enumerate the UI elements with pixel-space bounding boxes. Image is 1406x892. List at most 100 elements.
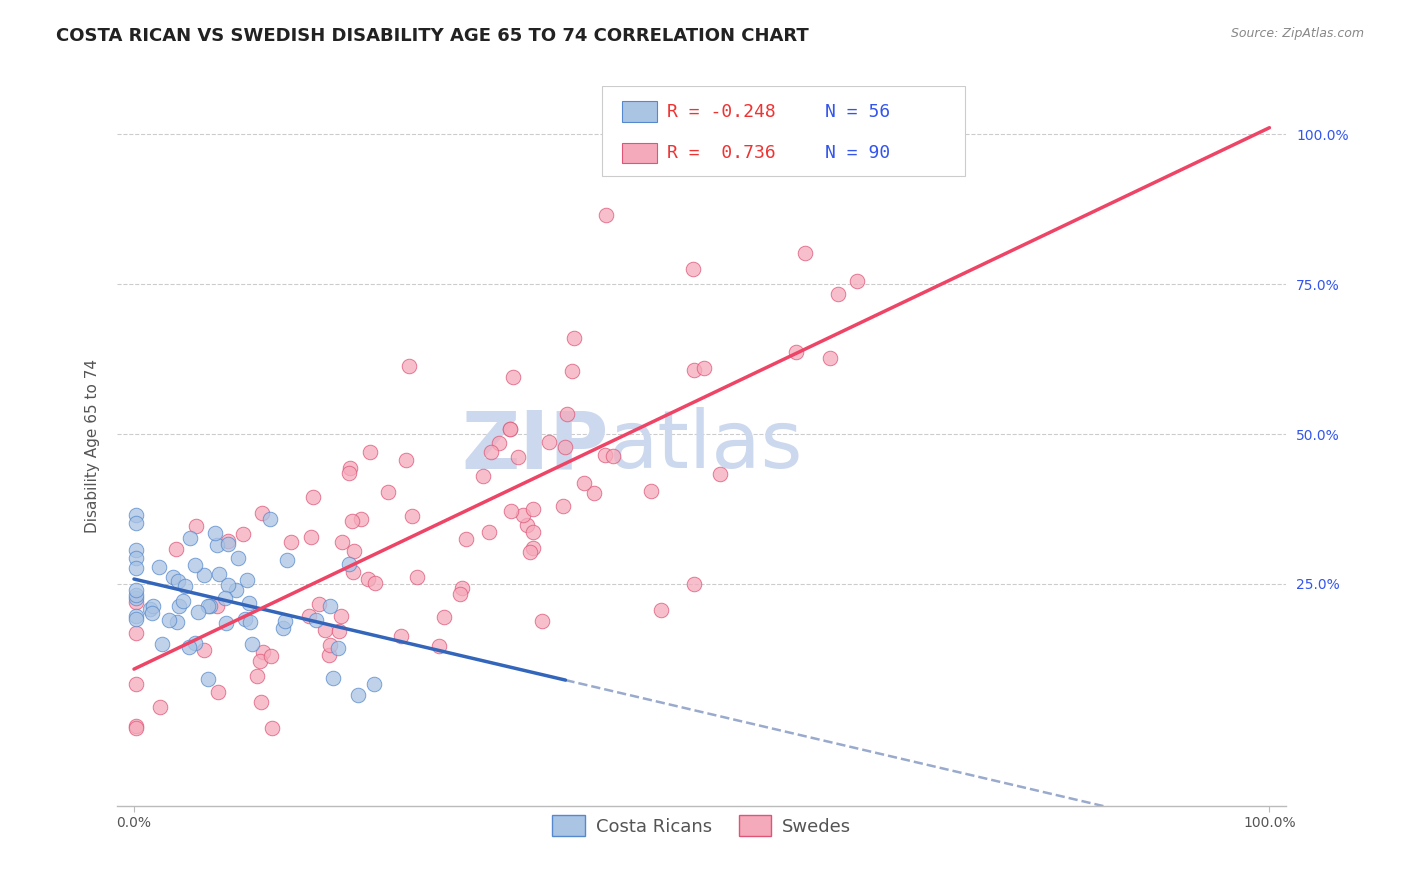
- Point: [522, 525, 544, 540]
- Point: [328, 624, 350, 638]
- Point: [530, 615, 553, 629]
- Point: [239, 615, 262, 629]
- Point: [125, 721, 148, 735]
- Point: [193, 567, 215, 582]
- Point: [508, 450, 530, 465]
- Point: [148, 560, 170, 574]
- Point: [499, 504, 522, 518]
- Point: [259, 512, 281, 526]
- Point: [225, 582, 247, 597]
- Point: [177, 640, 200, 654]
- Point: [478, 524, 501, 539]
- Point: [233, 612, 256, 626]
- Point: [314, 624, 336, 638]
- Point: [574, 476, 596, 491]
- Text: Source: ZipAtlas.com: Source: ZipAtlas.com: [1230, 27, 1364, 40]
- Point: [232, 527, 254, 541]
- Point: [682, 261, 704, 276]
- Point: [204, 526, 226, 541]
- Point: [179, 532, 201, 546]
- Point: [197, 599, 219, 613]
- Point: [205, 599, 228, 614]
- Point: [499, 422, 522, 436]
- Point: [427, 639, 450, 653]
- Point: [337, 557, 360, 571]
- Point: [276, 553, 298, 567]
- Point: [522, 541, 544, 555]
- Point: [318, 648, 340, 662]
- Point: [516, 518, 538, 533]
- Point: [205, 538, 228, 552]
- Point: [709, 467, 731, 482]
- Point: [793, 246, 815, 260]
- Point: [337, 467, 360, 481]
- Point: [125, 588, 148, 602]
- Point: [302, 490, 325, 504]
- Bar: [623, 144, 657, 163]
- Point: [125, 719, 148, 733]
- Point: [280, 535, 302, 549]
- Point: [319, 638, 342, 652]
- Point: [389, 629, 412, 643]
- Point: [846, 274, 869, 288]
- FancyBboxPatch shape: [602, 87, 965, 177]
- Point: [456, 532, 478, 546]
- Point: [125, 608, 148, 623]
- Text: atlas: atlas: [609, 407, 803, 485]
- Point: [561, 363, 583, 377]
- Point: [238, 596, 260, 610]
- Point: [350, 512, 373, 526]
- Point: [183, 558, 205, 572]
- Point: [364, 576, 387, 591]
- Point: [555, 407, 578, 421]
- Point: [125, 516, 148, 530]
- Legend: Costa Ricans, Swedes: Costa Ricans, Swedes: [546, 808, 859, 844]
- Point: [406, 570, 429, 584]
- Point: [274, 614, 297, 628]
- Text: COSTA RICAN VS SWEDISH DISABILITY AGE 65 TO 74 CORRELATION CHART: COSTA RICAN VS SWEDISH DISABILITY AGE 65…: [56, 27, 808, 45]
- Point: [433, 610, 456, 624]
- Point: [162, 569, 184, 583]
- Point: [818, 351, 841, 366]
- Point: [271, 621, 294, 635]
- Point: [318, 599, 340, 613]
- Point: [299, 530, 322, 544]
- Point: [785, 345, 807, 359]
- Point: [249, 695, 271, 709]
- Point: [214, 591, 236, 605]
- Point: [340, 514, 363, 528]
- Point: [207, 685, 229, 699]
- Point: [138, 601, 160, 615]
- Point: [827, 286, 849, 301]
- Point: [582, 485, 605, 500]
- Point: [488, 436, 510, 450]
- Text: R = -0.248: R = -0.248: [666, 103, 775, 120]
- Point: [395, 453, 418, 467]
- Point: [187, 605, 209, 619]
- Point: [363, 677, 385, 691]
- Point: [157, 613, 180, 627]
- Point: [125, 543, 148, 558]
- Y-axis label: Disability Age 65 to 74: Disability Age 65 to 74: [86, 359, 100, 533]
- Point: [398, 359, 420, 373]
- Point: [125, 677, 148, 691]
- Point: [595, 208, 617, 222]
- Point: [125, 582, 148, 597]
- Point: [165, 542, 187, 557]
- Point: [308, 597, 330, 611]
- Point: [125, 551, 148, 566]
- Point: [640, 483, 662, 498]
- Point: [184, 519, 207, 533]
- Point: [167, 599, 190, 613]
- Point: [149, 700, 172, 714]
- Point: [200, 599, 222, 613]
- Point: [208, 566, 231, 581]
- Text: ZIP: ZIP: [461, 407, 609, 485]
- Point: [262, 721, 284, 735]
- Point: [449, 587, 471, 601]
- Point: [250, 506, 273, 520]
- Point: [217, 578, 239, 592]
- Point: [377, 484, 399, 499]
- Point: [246, 669, 269, 683]
- Point: [342, 544, 364, 558]
